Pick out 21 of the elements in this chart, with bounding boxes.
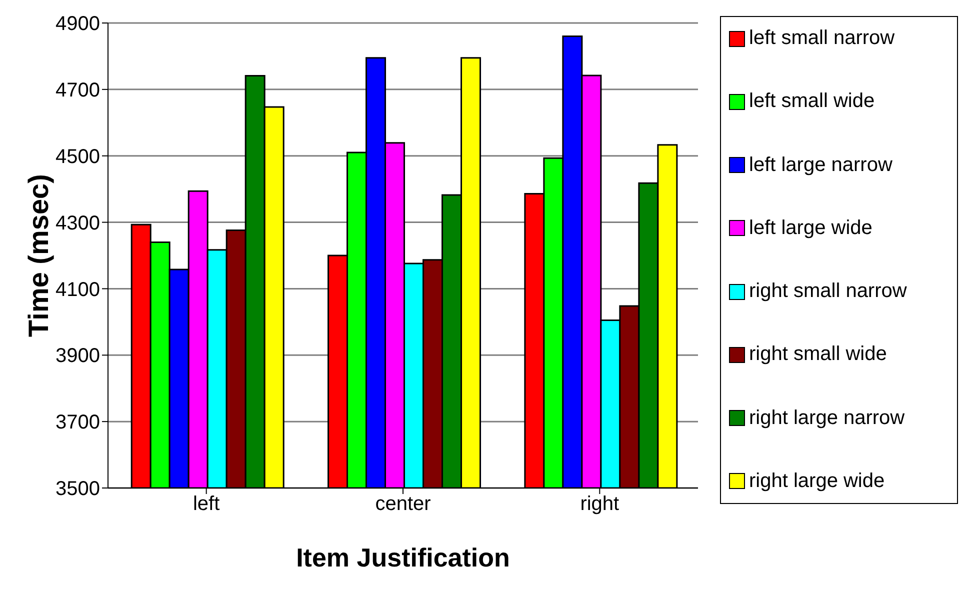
y-tick-label: 3700: [56, 412, 100, 434]
legend-label: left small wide: [749, 90, 875, 114]
y-tick-label: 4300: [56, 212, 100, 234]
x-tick-label: left: [192, 493, 220, 516]
y-tick-label: 4700: [56, 80, 100, 102]
y-tick-label: 3900: [56, 345, 100, 368]
y-axis-title: Time (msec): [22, 174, 54, 337]
x-tick-label: center: [375, 493, 432, 516]
y-tick-label: 4100: [56, 278, 100, 301]
y-tick-label: 4900: [56, 13, 100, 36]
legend-label: right large narrow: [749, 406, 905, 430]
y-tick-label: 4500: [56, 146, 100, 168]
x-tick-label: right: [580, 493, 620, 516]
y-tick-label: 3500: [56, 478, 100, 500]
legend-label: right small wide: [749, 343, 887, 366]
legend-label: right small narrow: [749, 280, 907, 304]
x-axis-title: Item Justification: [296, 542, 510, 572]
legend-label: left large narrow: [749, 154, 892, 177]
legend-label: left large wide: [749, 216, 872, 240]
legend-label: left small narrow: [749, 27, 895, 50]
legend-label: right large wide: [749, 470, 885, 493]
